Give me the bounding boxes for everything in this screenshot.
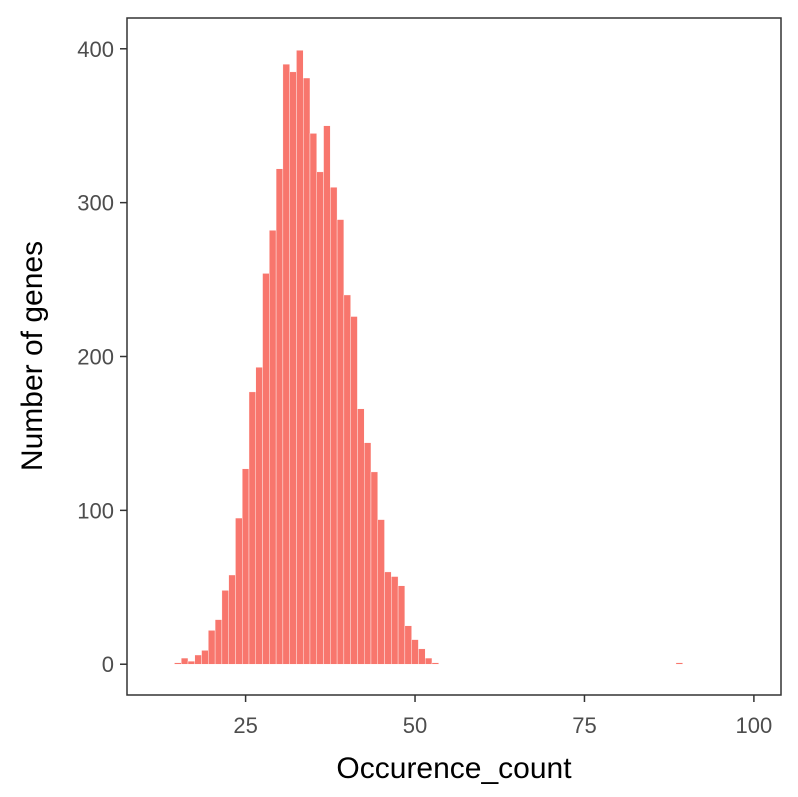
histogram-bar-24	[235, 517, 243, 665]
histogram-bar-38	[330, 187, 338, 665]
histogram-bar-52	[424, 657, 433, 665]
histogram-bar-45	[377, 519, 385, 665]
histogram-bar-25	[242, 468, 250, 665]
histogram-bar-43	[364, 442, 372, 665]
x-tick-label: 50	[403, 713, 427, 738]
histogram-bar-31	[282, 63, 290, 665]
x-axis: 25 50 75 100	[233, 695, 772, 738]
histogram-bar-48	[397, 585, 406, 665]
x-tick-label: 25	[233, 713, 257, 738]
histogram-bar-15	[174, 662, 182, 665]
histogram-bar-35	[309, 133, 317, 665]
histogram-bar-42	[357, 408, 365, 665]
histogram-bar-53	[431, 662, 439, 665]
histogram-bar-21	[214, 619, 223, 665]
histogram-bar-89	[675, 662, 683, 665]
y-tick-label: 100	[77, 498, 114, 523]
histogram-bar-40	[343, 294, 351, 665]
histogram-bar-30	[275, 168, 284, 665]
y-tick-label: 0	[102, 652, 114, 677]
histogram-bar-33	[296, 50, 304, 665]
histogram-bar-32	[289, 71, 297, 665]
x-axis-title: Occurence_count	[336, 752, 572, 785]
histogram-bar-50	[411, 639, 419, 665]
histogram-bar-27	[255, 367, 263, 665]
y-tick-label: 400	[77, 37, 114, 62]
y-axis: 0 100 200 300 400	[77, 37, 127, 677]
bars-group	[174, 50, 683, 665]
histogram-bar-17	[187, 660, 195, 665]
histogram-bar-28	[262, 273, 270, 665]
histogram-bar-23	[228, 574, 236, 665]
histogram-bar-41	[350, 316, 358, 665]
histogram-bar-51	[418, 648, 426, 665]
histogram-bar-34	[303, 77, 311, 665]
x-tick-label: 100	[736, 713, 773, 738]
histogram-bar-19	[201, 650, 209, 665]
x-tick-label: 75	[572, 713, 596, 738]
histogram-bar-47	[391, 576, 399, 665]
histogram-bar-18	[194, 654, 202, 665]
histogram-bar-36	[316, 171, 324, 665]
histogram-bar-46	[384, 571, 392, 665]
histogram-bar-49	[404, 625, 412, 665]
histogram-bar-20	[208, 630, 216, 665]
y-axis-title: Number of genes	[16, 241, 49, 471]
y-tick-label: 200	[77, 345, 114, 370]
histogram-bar-16	[181, 657, 189, 665]
histogram-bar-29	[269, 230, 277, 665]
histogram-bar-44	[370, 471, 378, 665]
y-tick-label: 300	[77, 191, 114, 216]
histogram-bar-22	[221, 590, 229, 665]
histogram-bar-26	[248, 391, 256, 665]
histogram-bar-39	[336, 219, 345, 665]
histogram-bar-37	[323, 125, 331, 665]
